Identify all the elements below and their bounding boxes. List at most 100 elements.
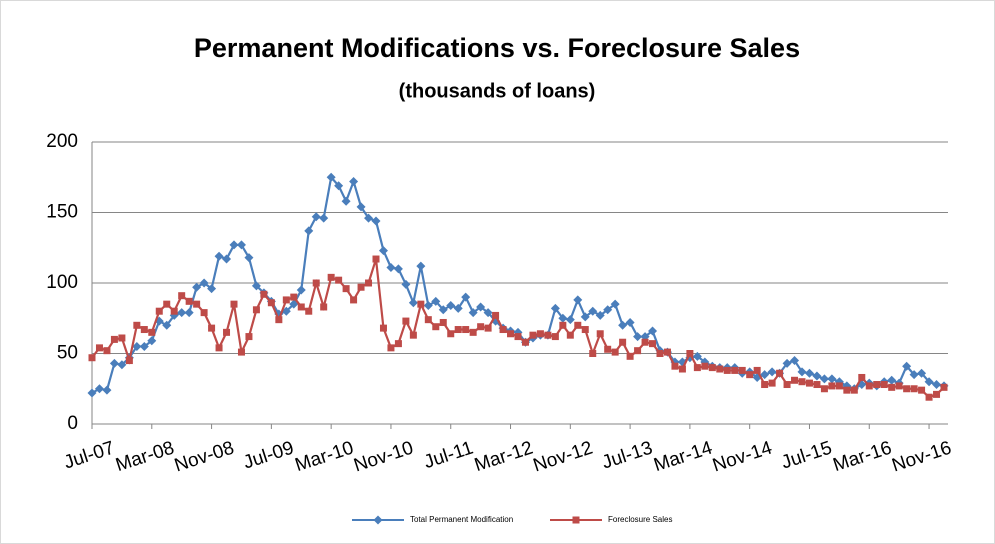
data-point: [148, 328, 156, 336]
data-point: [439, 318, 447, 326]
data-point: [139, 341, 149, 351]
data-point: [581, 326, 589, 334]
data-point: [595, 310, 605, 320]
data-point: [356, 202, 366, 212]
data-point: [887, 375, 897, 385]
data-point: [738, 366, 746, 374]
data-point: [514, 333, 522, 341]
data-point: [843, 386, 851, 394]
data-point: [311, 212, 321, 222]
data-point: [372, 255, 380, 263]
data-point: [507, 330, 515, 338]
data-point: [574, 321, 582, 329]
y-tick-label: 0: [67, 413, 78, 434]
data-point: [798, 378, 806, 386]
data-point: [424, 316, 432, 324]
data-point: [641, 338, 649, 346]
data-point: [282, 296, 290, 304]
data-point: [940, 383, 948, 391]
data-point: [550, 303, 560, 313]
data-point: [610, 299, 620, 309]
data-point: [573, 295, 583, 305]
data-point: [371, 216, 381, 226]
data-point: [827, 374, 837, 384]
data-point: [408, 298, 418, 308]
data-point: [820, 385, 828, 393]
data-point: [230, 300, 238, 308]
data-point: [708, 364, 716, 372]
data-point: [185, 297, 193, 305]
data-point: [462, 326, 470, 334]
data-point: [364, 213, 374, 223]
data-point: [110, 335, 118, 343]
y-tick-label: 200: [46, 131, 78, 152]
data-point: [267, 299, 275, 307]
legend-label: Total Permanent Modification: [410, 515, 513, 524]
data-point: [566, 331, 574, 339]
data-point: [95, 344, 103, 352]
data-point: [117, 360, 127, 370]
data-point: [483, 308, 493, 318]
data-point: [319, 213, 329, 223]
chart-title: Permanent Modifications vs. Foreclosure …: [194, 33, 800, 63]
chart-subtitle: (thousands of loans): [399, 80, 596, 102]
data-point: [305, 307, 313, 315]
legend-marker: [373, 515, 383, 525]
data-point: [850, 386, 858, 394]
data-point: [289, 299, 299, 309]
data-point: [671, 362, 679, 370]
data-point: [170, 307, 178, 315]
data-point: [304, 226, 314, 236]
data-point: [447, 330, 455, 338]
data-point: [791, 376, 799, 384]
data-point: [692, 351, 702, 361]
y-tick-label: 100: [46, 272, 78, 293]
data-point: [208, 324, 216, 332]
data-point: [544, 331, 552, 339]
data-point: [776, 369, 784, 377]
data-point: [819, 374, 829, 384]
data-point: [611, 348, 619, 356]
data-point: [402, 317, 410, 325]
data-point: [828, 382, 836, 390]
data-point: [349, 176, 359, 186]
data-point: [162, 320, 172, 330]
data-point: [536, 330, 544, 338]
data-point: [245, 333, 253, 341]
data-point: [933, 390, 941, 398]
data-point: [492, 311, 500, 319]
data-point: [423, 301, 433, 311]
data-point: [222, 254, 232, 264]
data-point: [199, 278, 209, 288]
data-point: [215, 344, 223, 352]
data-point: [103, 347, 111, 355]
data-point: [521, 338, 529, 346]
data-point: [813, 381, 821, 389]
data-point: [357, 283, 365, 291]
data-point: [461, 292, 471, 302]
data-point: [731, 366, 739, 374]
data-point: [588, 306, 598, 316]
data-point: [805, 379, 813, 387]
data-point: [350, 296, 358, 304]
data-point: [589, 350, 597, 357]
data-point: [335, 276, 343, 284]
data-point: [767, 367, 777, 377]
data-point: [297, 303, 305, 311]
data-point: [163, 300, 171, 308]
data-point: [334, 181, 344, 191]
legend-marker: [572, 516, 580, 524]
data-point: [858, 373, 866, 381]
data-point: [633, 332, 643, 342]
data-point: [132, 341, 142, 351]
data-point: [753, 366, 761, 374]
data-point: [109, 358, 119, 368]
data-point: [932, 380, 942, 390]
data-point: [888, 383, 896, 391]
data-point: [200, 309, 208, 317]
data-point: [386, 262, 396, 272]
data-point: [155, 307, 163, 315]
data-point: [499, 326, 507, 334]
data-point: [296, 285, 306, 295]
